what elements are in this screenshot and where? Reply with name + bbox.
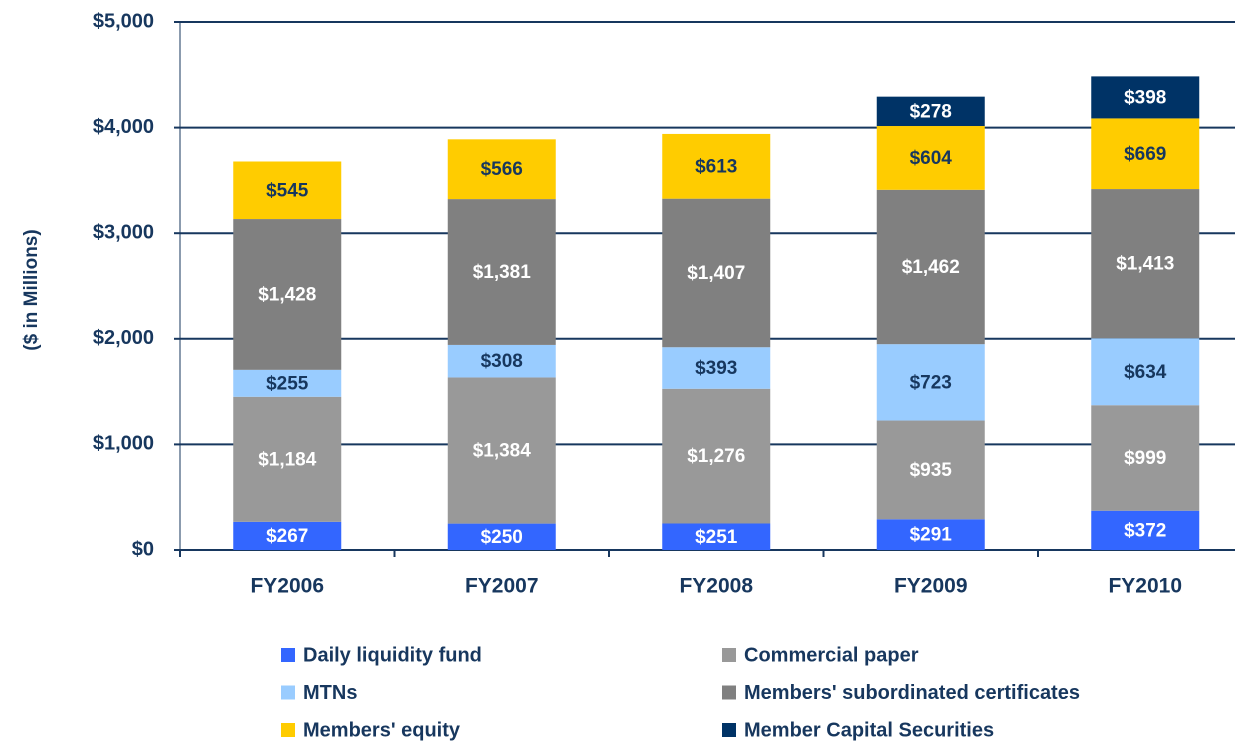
x-tick-label: FY2009 bbox=[894, 575, 968, 598]
bar-segment bbox=[876, 344, 985, 421]
y-tick-label: $0 bbox=[132, 538, 154, 560]
bar-segment bbox=[876, 126, 985, 190]
bar-segment bbox=[447, 199, 556, 345]
value-label: $251 bbox=[695, 527, 738, 548]
x-tick-label: FY2007 bbox=[465, 575, 539, 598]
value-label: $935 bbox=[910, 460, 953, 481]
bar-segment bbox=[876, 189, 985, 345]
y-tick-label: $3,000 bbox=[93, 221, 154, 243]
legend-label: Members' subordinated certificates bbox=[744, 682, 1080, 704]
value-label: $613 bbox=[695, 156, 737, 177]
bar-segment bbox=[662, 198, 771, 348]
y-axis-title: ($ in Millions) bbox=[21, 229, 42, 350]
legend-label: Members' equity bbox=[303, 719, 461, 741]
bar-segment bbox=[662, 133, 771, 199]
x-tick-label: FY2006 bbox=[250, 575, 324, 598]
value-label: $545 bbox=[266, 180, 309, 201]
bar-segment bbox=[1091, 405, 1200, 511]
x-tick-label: FY2010 bbox=[1108, 575, 1182, 598]
bar-segment bbox=[876, 519, 985, 550]
legend-swatch bbox=[281, 648, 295, 662]
value-label: $566 bbox=[481, 159, 523, 180]
bar-segment bbox=[662, 347, 771, 389]
value-label: $291 bbox=[910, 525, 953, 546]
bar-segment bbox=[1091, 118, 1200, 190]
legend-swatch bbox=[281, 723, 295, 737]
y-tick-label: $2,000 bbox=[93, 327, 154, 349]
bar-segment bbox=[233, 369, 342, 397]
value-label: $255 bbox=[266, 373, 309, 394]
bar-segment bbox=[1091, 338, 1200, 406]
value-label: $393 bbox=[695, 358, 737, 379]
value-label: $308 bbox=[481, 351, 523, 372]
bar-segment bbox=[1091, 76, 1200, 119]
legend-swatch bbox=[281, 685, 295, 700]
x-tick-label: FY2008 bbox=[679, 575, 753, 598]
bar-segment bbox=[876, 96, 985, 127]
value-label: $1,407 bbox=[687, 263, 745, 284]
bar-segment bbox=[447, 377, 556, 524]
bar-segment bbox=[1091, 189, 1200, 339]
value-label: $604 bbox=[910, 148, 953, 169]
value-label: $723 bbox=[910, 372, 952, 393]
value-label: $398 bbox=[1124, 87, 1166, 108]
y-tick-label: $4,000 bbox=[93, 116, 154, 138]
value-label: $278 bbox=[910, 101, 952, 122]
bar-segment bbox=[662, 523, 771, 550]
bar-segment bbox=[447, 139, 556, 200]
legend-label: MTNs bbox=[303, 682, 357, 704]
value-label: $250 bbox=[481, 527, 523, 548]
legend-swatch bbox=[722, 648, 736, 662]
y-tick-label: $5,000 bbox=[93, 10, 154, 32]
value-label: $1,428 bbox=[258, 284, 316, 305]
legend-label: Member Capital Securities bbox=[744, 719, 994, 741]
value-label: $267 bbox=[266, 526, 308, 547]
value-label: $669 bbox=[1124, 144, 1166, 165]
bar-segment bbox=[447, 523, 556, 550]
value-label: $1,413 bbox=[1116, 254, 1174, 275]
bar-segment bbox=[233, 219, 342, 370]
bar-segment bbox=[662, 388, 771, 524]
value-label: $1,381 bbox=[473, 262, 532, 283]
bar-segment bbox=[447, 344, 556, 378]
bar-segment bbox=[1091, 510, 1200, 550]
value-label: $1,462 bbox=[902, 257, 960, 278]
bar-segment bbox=[233, 521, 342, 550]
legend-label: Commercial paper bbox=[744, 644, 919, 666]
value-label: $999 bbox=[1124, 448, 1166, 469]
bar-segment bbox=[233, 396, 342, 522]
value-label: $1,184 bbox=[258, 449, 317, 470]
legend-swatch bbox=[722, 723, 736, 737]
value-label: $372 bbox=[1124, 520, 1166, 541]
y-tick-label: $1,000 bbox=[93, 433, 154, 455]
value-label: $634 bbox=[1124, 362, 1167, 383]
legend-swatch bbox=[722, 685, 736, 700]
legend-label: Daily liquidity fund bbox=[303, 644, 482, 666]
bar-segment bbox=[233, 161, 342, 220]
value-label: $1,384 bbox=[473, 441, 532, 462]
bar-segment bbox=[876, 420, 985, 520]
value-label: $1,276 bbox=[687, 446, 745, 467]
